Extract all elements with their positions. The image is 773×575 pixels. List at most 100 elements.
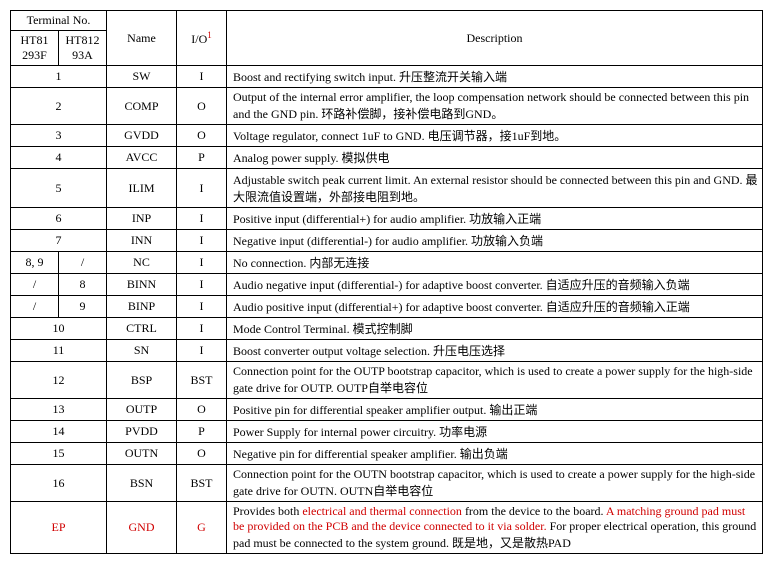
cell-io: I — [177, 252, 227, 274]
cell-io: BST — [177, 362, 227, 399]
cell-terminal: 7 — [11, 230, 107, 252]
cell-io: I — [177, 169, 227, 208]
cell-io: I — [177, 66, 227, 88]
table-row: 7INNINegative input (differential-) for … — [11, 230, 763, 252]
cell-name: AVCC — [107, 147, 177, 169]
cell-description: Connection point for the OUTP bootstrap … — [227, 362, 763, 399]
table-row: /9BINPIAudio positive input (differentia… — [11, 296, 763, 318]
cell-terminal: 1 — [11, 66, 107, 88]
cell-io: I — [177, 296, 227, 318]
cell-name: INN — [107, 230, 177, 252]
hdr-io: I/O1 — [177, 11, 227, 66]
cell-name: SN — [107, 340, 177, 362]
table-row: 13OUTPOPositive pin for differential spe… — [11, 399, 763, 421]
cell-terminal-ep: EP — [11, 502, 107, 554]
cell-io: P — [177, 147, 227, 169]
table-row: 12BSPBSTConnection point for the OUTP bo… — [11, 362, 763, 399]
cell-name: BSN — [107, 465, 177, 502]
cell-terminal-b: 8 — [59, 274, 107, 296]
cell-name: GVDD — [107, 125, 177, 147]
hdr-chip2: HT812 93A — [59, 31, 107, 66]
cell-name: PVDD — [107, 421, 177, 443]
table-row: 4AVCCPAnalog power supply. 模拟供电 — [11, 147, 763, 169]
cell-terminal: 3 — [11, 125, 107, 147]
cell-description: No connection. 内部无连接 — [227, 252, 763, 274]
hdr-chip1: HT81 293F — [11, 31, 59, 66]
table-row: 16BSNBSTConnection point for the OUTN bo… — [11, 465, 763, 502]
cell-io: I — [177, 230, 227, 252]
cell-terminal-a: 8, 9 — [11, 252, 59, 274]
cell-terminal: 16 — [11, 465, 107, 502]
cell-name: ILIM — [107, 169, 177, 208]
cell-io: BST — [177, 465, 227, 502]
cell-terminal: 4 — [11, 147, 107, 169]
cell-description: Negative input (differential-) for audio… — [227, 230, 763, 252]
cell-description: Connection point for the OUTN bootstrap … — [227, 465, 763, 502]
cell-terminal-b: / — [59, 252, 107, 274]
table-row: 14PVDDPPower Supply for internal power c… — [11, 421, 763, 443]
cell-name: BINP — [107, 296, 177, 318]
cell-io: O — [177, 88, 227, 125]
pin-table: Terminal No. Name I/O1 Description HT81 … — [10, 10, 763, 554]
table-row: 3GVDDOVoltage regulator, connect 1uF to … — [11, 125, 763, 147]
table-row: 1SWIBoost and rectifying switch input. 升… — [11, 66, 763, 88]
cell-io: O — [177, 125, 227, 147]
cell-name: SW — [107, 66, 177, 88]
cell-io: P — [177, 421, 227, 443]
cell-io-ep: G — [177, 502, 227, 554]
table-row: 10CTRLIMode Control Terminal. 模式控制脚 — [11, 318, 763, 340]
table-body: 1SWIBoost and rectifying switch input. 升… — [11, 66, 763, 554]
table-row: 15OUTNONegative pin for differential spe… — [11, 443, 763, 465]
cell-description: Positive pin for differential speaker am… — [227, 399, 763, 421]
cell-description: Analog power supply. 模拟供电 — [227, 147, 763, 169]
cell-name-ep: GND — [107, 502, 177, 554]
cell-description: Positive input (differential+) for audio… — [227, 208, 763, 230]
cell-terminal: 11 — [11, 340, 107, 362]
cell-terminal: 5 — [11, 169, 107, 208]
table-row: /8BINNIAudio negative input (differentia… — [11, 274, 763, 296]
table-row: 2COMPOOutput of the internal error ampli… — [11, 88, 763, 125]
cell-io: I — [177, 318, 227, 340]
cell-description: Negative pin for differential speaker am… — [227, 443, 763, 465]
table-row: 5ILIMIAdjustable switch peak current lim… — [11, 169, 763, 208]
hdr-description: Description — [227, 11, 763, 66]
cell-terminal: 14 — [11, 421, 107, 443]
table-row: 6INPIPositive input (differential+) for … — [11, 208, 763, 230]
cell-terminal: 12 — [11, 362, 107, 399]
cell-terminal-a: / — [11, 274, 59, 296]
cell-terminal: 6 — [11, 208, 107, 230]
cell-description: Boost converter output voltage selection… — [227, 340, 763, 362]
cell-description: Boost and rectifying switch input. 升压整流开… — [227, 66, 763, 88]
table-row: 8, 9/NCINo connection. 内部无连接 — [11, 252, 763, 274]
cell-description: Adjustable switch peak current limit. An… — [227, 169, 763, 208]
cell-description: Audio positive input (differential+) for… — [227, 296, 763, 318]
hdr-terminal-no: Terminal No. — [11, 11, 107, 31]
cell-description-ep: Provides both electrical and thermal con… — [227, 502, 763, 554]
cell-name: OUTN — [107, 443, 177, 465]
cell-name: BSP — [107, 362, 177, 399]
cell-terminal: 2 — [11, 88, 107, 125]
cell-io: I — [177, 274, 227, 296]
cell-description: Mode Control Terminal. 模式控制脚 — [227, 318, 763, 340]
cell-description: Output of the internal error amplifier, … — [227, 88, 763, 125]
cell-description: Power Supply for internal power circuitr… — [227, 421, 763, 443]
table-row-ep: EPGNDGProvides both electrical and therm… — [11, 502, 763, 554]
table-row: 11SNIBoost converter output voltage sele… — [11, 340, 763, 362]
cell-io: I — [177, 340, 227, 362]
hdr-name: Name — [107, 11, 177, 66]
cell-terminal: 15 — [11, 443, 107, 465]
cell-terminal-b: 9 — [59, 296, 107, 318]
cell-name: CTRL — [107, 318, 177, 340]
cell-io: O — [177, 399, 227, 421]
cell-io: I — [177, 208, 227, 230]
cell-terminal: 13 — [11, 399, 107, 421]
cell-name: COMP — [107, 88, 177, 125]
cell-description: Voltage regulator, connect 1uF to GND. 电… — [227, 125, 763, 147]
cell-name: OUTP — [107, 399, 177, 421]
cell-description: Audio negative input (differential-) for… — [227, 274, 763, 296]
cell-name: INP — [107, 208, 177, 230]
cell-name: NC — [107, 252, 177, 274]
cell-name: BINN — [107, 274, 177, 296]
cell-io: O — [177, 443, 227, 465]
cell-terminal: 10 — [11, 318, 107, 340]
